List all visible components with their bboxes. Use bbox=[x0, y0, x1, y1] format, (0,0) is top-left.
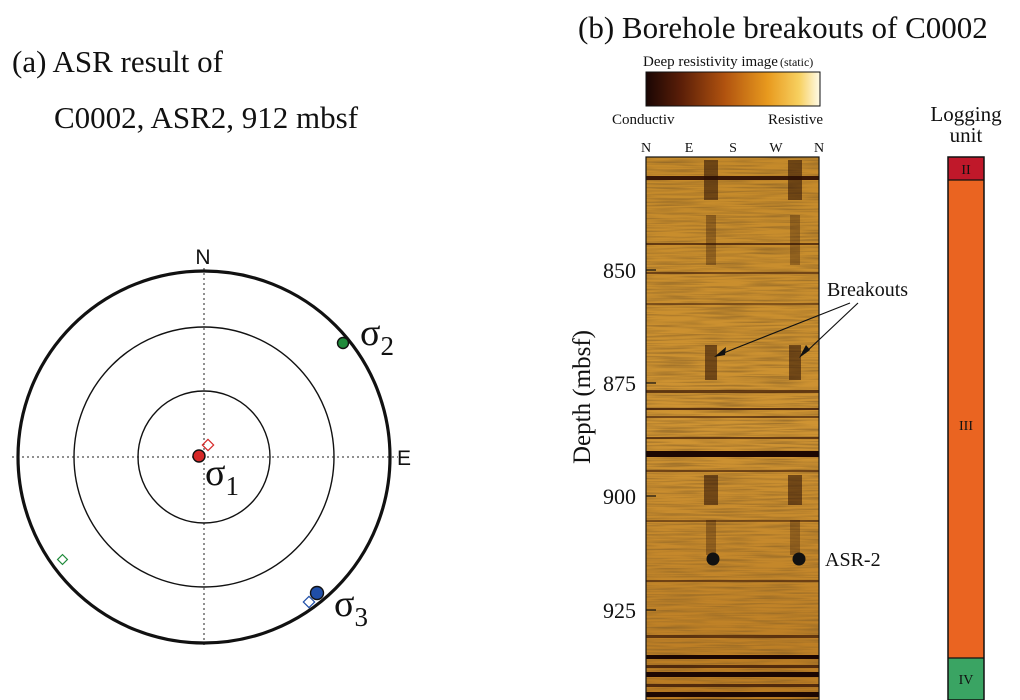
unit-column-frame bbox=[947, 156, 985, 700]
unit-iv-band bbox=[948, 658, 984, 700]
middle-circle bbox=[73, 326, 335, 588]
unit-iii-label: III bbox=[959, 419, 973, 434]
asr-point-w bbox=[792, 552, 806, 566]
colorbar-title: Deep resistivity image (static) bbox=[643, 54, 813, 70]
breakouts-arrowhead-s bbox=[714, 347, 726, 357]
sigma1-point bbox=[192, 449, 206, 463]
azimuth-label-n1: N bbox=[641, 141, 651, 156]
asr-point-s bbox=[706, 552, 720, 566]
north-label: N bbox=[195, 246, 210, 269]
logging-unit-title-1: Logging bbox=[930, 102, 1002, 126]
stereonet: N E σ1 σ2 σ3 bbox=[12, 246, 411, 648]
sigma2-point bbox=[336, 336, 350, 350]
image-texture bbox=[646, 157, 819, 700]
unit-iv-label: IV bbox=[959, 673, 974, 688]
breakouts-annotation: Breakouts bbox=[714, 279, 908, 358]
panel-b-title: (b) Borehole breakouts of C0002 bbox=[578, 10, 988, 45]
breakouts-arrowhead-w bbox=[799, 345, 810, 358]
azimuth-label-n2: N bbox=[814, 141, 824, 156]
east-label: E bbox=[397, 447, 411, 470]
depth-axis-label: Depth (mbsf) bbox=[569, 330, 596, 464]
panel-a-title: (a) ASR result of bbox=[12, 44, 223, 79]
depth-tick-label-850: 850 bbox=[603, 258, 636, 283]
depth-tick-label-875: 875 bbox=[603, 371, 636, 396]
outer-circle bbox=[16, 269, 392, 645]
breakouts-label: Breakouts bbox=[827, 279, 908, 301]
azimuth-label-s: S bbox=[729, 141, 737, 156]
sigma3-label: σ3 bbox=[334, 583, 368, 632]
sigma2-label: σ2 bbox=[360, 312, 394, 361]
azimuth-labels: N E S W N bbox=[641, 141, 824, 156]
sigma3-point bbox=[309, 585, 325, 601]
asr-label: ASR-2 bbox=[825, 549, 881, 571]
image-bands bbox=[646, 176, 819, 697]
colorbar-right-label: Resistive bbox=[768, 112, 823, 128]
unit-iii-band bbox=[948, 180, 984, 658]
colorbar-gradient bbox=[645, 71, 821, 107]
colorbar: Deep resistivity image (static) Conductiv… bbox=[612, 54, 823, 128]
breakout-streaks bbox=[704, 160, 802, 555]
azimuth-label-w: W bbox=[769, 141, 783, 156]
resistivity-image bbox=[646, 157, 819, 700]
sigma1-diamond bbox=[201, 438, 215, 452]
sigma2-diamond bbox=[56, 553, 69, 566]
depth-axis: 850 875 900 925 Depth (mbsf) bbox=[569, 258, 656, 623]
logging-unit-column: Logging unit II III IV bbox=[930, 102, 1002, 700]
unit-ii-label: II bbox=[961, 163, 971, 178]
sigma1-label: σ1 bbox=[205, 452, 239, 501]
inner-circle bbox=[137, 390, 271, 524]
asr-markers: ASR-2 bbox=[706, 549, 881, 571]
colorbar-left-label: Conductiv bbox=[612, 112, 675, 128]
panel-a-subtitle: C0002, ASR2, 912 mbsf bbox=[54, 100, 359, 135]
unit-ii-band bbox=[948, 157, 984, 180]
image-frame bbox=[645, 156, 820, 700]
breakouts-arrow-s bbox=[720, 302, 851, 355]
depth-tick-label-925: 925 bbox=[603, 598, 636, 623]
azimuth-label-e: E bbox=[685, 141, 694, 156]
breakouts-arrow-w bbox=[804, 302, 859, 354]
depth-tick-label-900: 900 bbox=[603, 484, 636, 509]
sigma3-diamond bbox=[302, 595, 316, 609]
logging-unit-title-2: unit bbox=[950, 123, 983, 147]
